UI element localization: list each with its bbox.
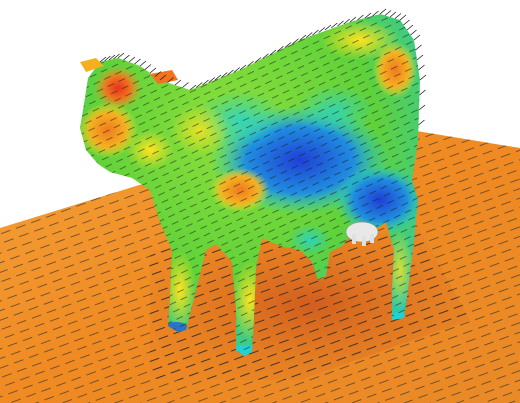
flow-vector: [233, 67, 241, 73]
flow-vector: [399, 14, 407, 21]
flow-vector: [154, 71, 162, 77]
flow-vector: [312, 29, 319, 36]
flow-vectors-back: [99, 8, 427, 126]
flow-vector: [403, 19, 410, 26]
flow-vector: [104, 55, 111, 62]
flow-vector: [337, 20, 344, 27]
flow-vector: [384, 10, 392, 16]
flow-vector: [419, 89, 426, 96]
flow-vector: [123, 54, 130, 61]
flow-vector: [247, 60, 254, 67]
flow-vector: [418, 119, 425, 126]
flow-vector: [159, 74, 167, 81]
flow-vector: [139, 60, 147, 67]
flow-vector: [389, 11, 397, 18]
flow-vector: [284, 42, 292, 48]
flow-vector: [364, 12, 372, 19]
flow-vector: [418, 64, 425, 71]
flow-vector: [144, 64, 152, 70]
flow-vector: [195, 82, 203, 88]
cow-udder: [345, 221, 379, 246]
flow-vector: [394, 13, 402, 19]
flow-vector: [318, 27, 326, 33]
flow-vector: [262, 53, 269, 60]
flow-vector: [299, 34, 307, 41]
flow-vector: [214, 74, 222, 81]
flow-vector: [220, 72, 228, 78]
flow-vector: [269, 49, 277, 56]
flow-vector: [413, 34, 421, 41]
flow-vector: [134, 58, 141, 65]
flow-vector: [239, 64, 247, 71]
flow-vector: [379, 8, 387, 15]
flow-vector: [99, 56, 107, 63]
flow-vector: [418, 104, 426, 111]
flow-vector: [182, 82, 189, 88]
flow-vector: [292, 38, 299, 45]
flow-vector: [108, 54, 116, 61]
flow-vector: [117, 52, 125, 59]
flow-vector: [305, 32, 313, 38]
flow-vector: [174, 79, 182, 86]
flow-vector: [227, 69, 234, 76]
flow-vector: [416, 54, 424, 61]
flow-vector: [357, 14, 364, 21]
flow-vector: [372, 10, 379, 17]
flow-vector: [343, 18, 351, 25]
flow-vector: [208, 77, 216, 83]
flow-vector: [277, 45, 284, 52]
flow-vector: [406, 24, 414, 31]
flow-vector: [415, 44, 422, 51]
flow-vector: [128, 56, 136, 63]
flow-vector: [202, 79, 209, 86]
flow-vector: [113, 53, 120, 60]
ground-wake-vectors: [150, 230, 470, 380]
flow-vector: [330, 22, 338, 29]
flow-vector: [189, 84, 197, 91]
flow-vector: [349, 16, 357, 23]
flow-vector: [167, 77, 174, 83]
flow-vector: [410, 29, 417, 36]
flow-vector: [254, 57, 262, 63]
flow-vector: [324, 24, 332, 31]
flow-vector: [149, 67, 157, 74]
flow-vector: [419, 74, 427, 81]
